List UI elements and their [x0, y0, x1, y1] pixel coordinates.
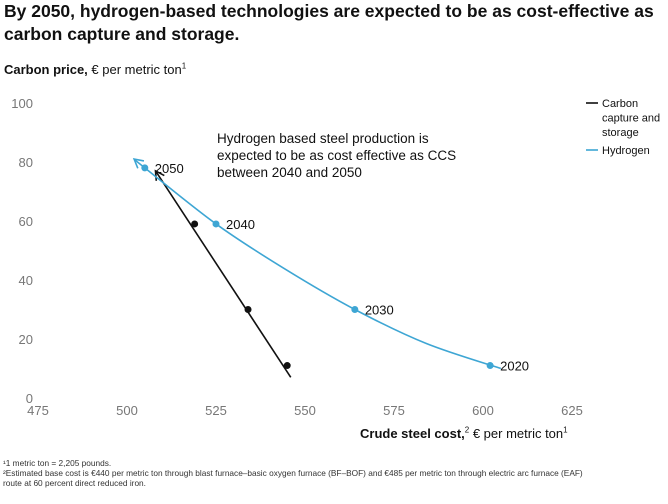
ccs-point — [191, 220, 199, 228]
annotation-line: Hydrogen based steel production is — [217, 131, 429, 146]
hydrogen-line — [133, 158, 502, 370]
x-axis-title: Crude steel cost,2 € per metric ton1 — [360, 426, 568, 441]
x-tick-label: 600 — [472, 403, 494, 418]
y-tick-label: 60 — [19, 214, 33, 229]
hydrogen-point — [141, 164, 149, 172]
x-tick-label: 550 — [294, 403, 316, 418]
hydrogen-point — [486, 362, 494, 370]
legend-ccs-label: capture and — [602, 113, 660, 125]
x-axis-title-footnote-marker-2: 1 — [563, 425, 568, 435]
ccs-line — [154, 170, 292, 378]
annotation-line: expected to be as cost effective as CCS — [217, 148, 456, 163]
legend-hydrogen-label: Hydrogen — [602, 145, 650, 157]
x-tick-label: 525 — [205, 403, 227, 418]
hydrogen-point — [212, 220, 220, 228]
hydrogen-point-label: 2050 — [155, 161, 184, 176]
hydrogen-point-label: 2020 — [500, 359, 529, 374]
y-tick-label: 0 — [26, 391, 33, 406]
hydrogen-point-label: 2040 — [226, 217, 255, 232]
ccs-point — [244, 306, 252, 313]
x-axis-title-unit: € per metric ton — [469, 426, 564, 441]
y-tick-label: 80 — [19, 155, 33, 170]
x-tick-label: 475 — [27, 403, 49, 418]
footnote-2: ²Estimated base cost is €440 per metric … — [3, 468, 583, 479]
y-tick-label: 100 — [11, 96, 33, 111]
hydrogen-arrowhead — [132, 157, 145, 169]
x-axis-title-footnote-marker: 2 — [464, 425, 470, 435]
y-tick-label: 40 — [19, 273, 33, 288]
y-axis-title-unit: € per metric ton — [87, 62, 182, 77]
y-axis-title-footnote-marker: 1 — [181, 61, 187, 71]
x-axis-title-bold: Crude steel cost, — [360, 426, 465, 441]
chart-title: By 2050, hydrogen-based technologies are… — [4, 1, 654, 44]
footnote-1: ¹1 metric ton = 2,205 pounds. — [3, 458, 112, 468]
x-tick-label: 575 — [383, 403, 405, 418]
legend-ccs-label: storage — [602, 127, 639, 139]
y-axis-title: Carbon price, € per metric ton1 — [4, 62, 186, 77]
annotation-line: between 2040 and 2050 — [217, 165, 362, 180]
hydrogen-point-label: 2030 — [365, 303, 394, 318]
y-axis-title-bold: Carbon price, — [4, 62, 88, 77]
hydrogen-point — [351, 306, 359, 313]
x-tick-label: 500 — [116, 403, 138, 418]
x-tick-label: 625 — [561, 403, 583, 418]
ccs-point — [283, 362, 291, 370]
footnotes: ¹1 metric ton = 2,205 pounds. ²Estimated… — [3, 458, 665, 489]
legend-ccs-label: Carbon — [602, 98, 638, 110]
y-tick-label: 20 — [19, 332, 33, 347]
footnote-2-continued: route at 60 percent direct reduced iron. — [3, 478, 146, 489]
